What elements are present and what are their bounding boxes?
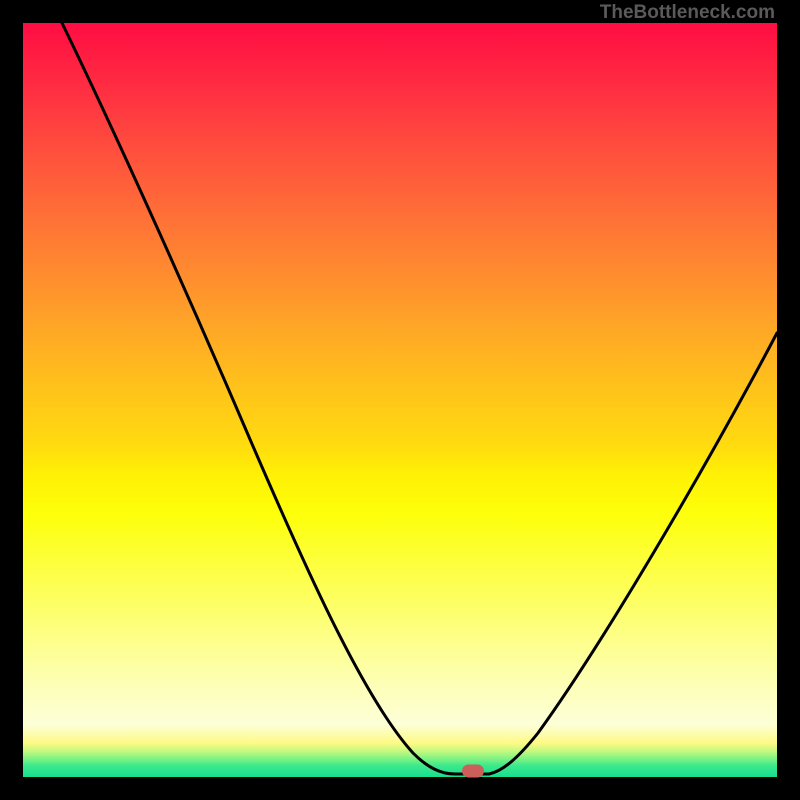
bottleneck-curve [23,23,777,777]
chart-plot-area [23,23,777,777]
curve-path [62,23,777,774]
optimum-marker [462,765,484,778]
watermark-text: TheBottleneck.com [600,2,775,24]
